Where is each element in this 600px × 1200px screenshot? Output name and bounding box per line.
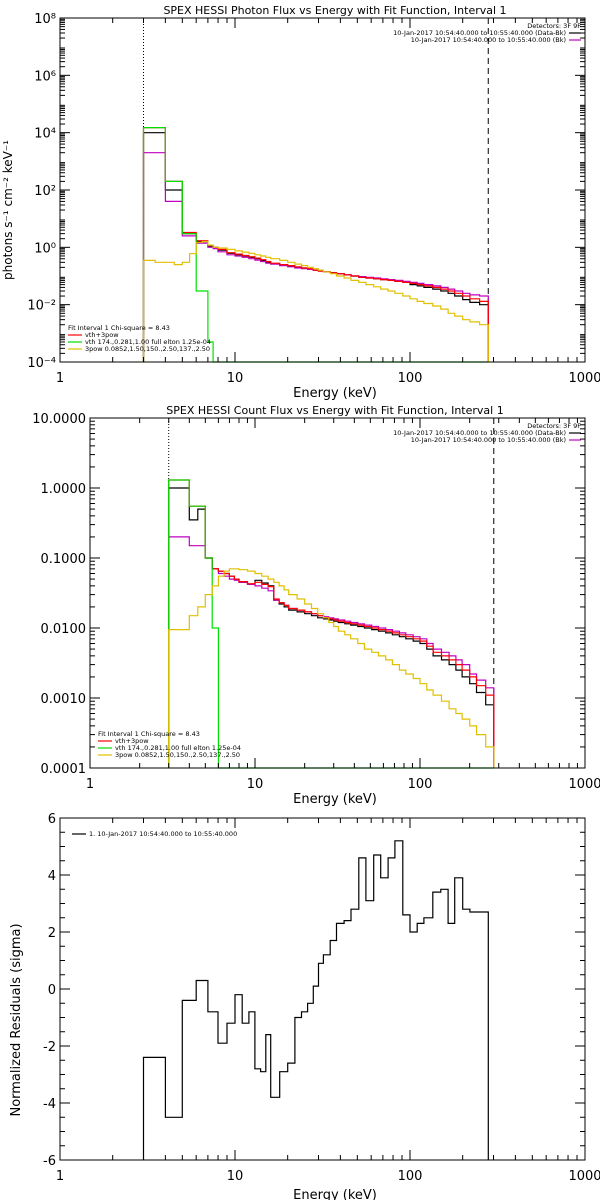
residuals-x-tick-label: 10: [227, 1169, 244, 1184]
count-panel-title: SPEX HESSI Count Flux vs Energy with Fit…: [166, 404, 503, 417]
count-series-4-line: [168, 568, 495, 768]
count-panel-xticks: 1 10 100 1000: [86, 418, 600, 792]
residuals-y-tick-label: 2: [48, 926, 56, 941]
count-legend-bottom-entry: 3pow 0.0852,1.50,150.,2.50,137.,2.50: [115, 751, 240, 759]
count-panel-xlabel: Energy (keV): [293, 792, 377, 807]
count-legend-bottom-entry: vth 174.,0.281,1.00 full elton 1.25e-04: [115, 744, 241, 752]
photon-y-tick-label: 10⁻⁴: [27, 356, 56, 371]
residuals-y-tick-label: -4: [43, 1097, 56, 1112]
residuals-y-tick-label: 6: [48, 812, 56, 827]
count-legend-bottom-header: Fit Interval 1 Chi-square = 8.43: [98, 730, 200, 738]
photon-panel-legend-bottom: Fit Interval 1 Chi-square = 8.43vth+3pow…: [68, 324, 211, 353]
residuals-panel-yticks: -6 -4 -2 0 2 4 6: [43, 812, 585, 1169]
photon-y-tick-label: 10⁴: [34, 127, 56, 142]
residuals-residual-line: [142, 840, 489, 1160]
residuals-panel-frame: [59, 817, 586, 1161]
residuals-y-tick-label: 0: [48, 983, 56, 998]
photon-x-tick-label: 1: [56, 371, 64, 386]
photon-y-tick-label: 10⁸: [34, 12, 56, 27]
count-legend-top-entry: 10-Jan-2017 10:54:40.000 to 10:55:40.000…: [393, 429, 566, 437]
count-flux-panel: SPEX HESSI Count Flux vs Energy with Fit…: [32, 404, 600, 807]
count-y-tick-label: 0.0010: [41, 692, 87, 707]
count-panel-frame: [89, 417, 586, 769]
photon-flux-panel: SPEX HESSI Photon Flux vs Energy with Fi…: [1, 4, 600, 401]
photon-x-tick-label: 10: [227, 371, 244, 386]
residuals-legend-entry: 1. 10-Jan-2017 10:54:40.000 to 10:55:40.…: [89, 830, 237, 838]
count-legend-bottom-entry: vth+3pow: [115, 737, 149, 745]
photon-x-tick-label: 1000: [568, 371, 600, 386]
photon-legend-bottom-entry: 3pow 0.0852,1.50,150.,2.50,137.,2.50: [85, 345, 210, 353]
count-x-tick-label: 100: [408, 777, 433, 792]
count-legend-top-header: Detectors: 3F 9F: [527, 422, 581, 430]
photon-legend-top-entry: 10-Jan-2017 10:54:40.000 to 10:55:40.000…: [411, 36, 566, 44]
count-series-1-line: [168, 536, 495, 768]
residuals-panel-ylabel: Normalized Residuals (sigma): [9, 923, 24, 1116]
count-panel-yticks: 0.0001 0.0010 0.0100 0.1000 1.0000 10.0000: [32, 412, 585, 777]
count-series-2-line: [168, 479, 495, 768]
residuals-panel: Normalized Residuals (sigma) Energy (keV…: [9, 812, 600, 1200]
count-x-tick-label: 1000: [568, 777, 600, 792]
count-legend-top-entry: 10-Jan-2017 10:54:40.000 to 10:55:40.000…: [411, 436, 566, 444]
photon-y-tick-label: 10⁻²: [27, 299, 56, 314]
photon-series-4-line: [142, 240, 489, 362]
count-y-tick-label: 0.0001: [41, 762, 87, 777]
count-y-tick-label: 0.1000: [41, 552, 87, 567]
residuals-x-tick-label: 1000: [568, 1169, 600, 1184]
residuals-panel-legend-top: 1. 10-Jan-2017 10:54:40.000 to 10:55:40.…: [72, 830, 237, 838]
count-y-tick-label: 0.0100: [41, 622, 87, 637]
photon-panel-xlabel: Energy (keV): [293, 386, 377, 401]
photon-y-tick-label: 10²: [34, 184, 56, 199]
photon-legend-top-header: Detectors: 3F 9F: [527, 22, 581, 30]
count-y-tick-label: 1.0000: [41, 482, 87, 497]
photon-y-tick-label: 10⁶: [34, 69, 56, 84]
residuals-panel-series: [142, 840, 489, 1160]
photon-legend-bottom-entry: vth+3pow: [85, 331, 119, 339]
residuals-y-tick-label: -6: [43, 1154, 56, 1169]
photon-x-tick-label: 100: [398, 371, 423, 386]
photon-panel-yticks: 10⁻⁴ 10⁻² 10⁰ 10² 10⁴ 10⁶ 10⁸: [27, 12, 585, 371]
residuals-x-tick-label: 100: [398, 1169, 423, 1184]
photon-panel-xticks: 1 10 100 1000: [56, 18, 600, 386]
residuals-panel-xlabel: Energy (keV): [293, 1188, 377, 1200]
residuals-x-tick-label: 1: [56, 1169, 64, 1184]
photon-legend-bottom-header: Fit Interval 1 Chi-square = 8.43: [68, 324, 170, 332]
photon-panel-ylabel: photons s⁻¹ cm⁻² keV⁻¹: [1, 140, 15, 280]
photon-legend-top-entry: 10-Jan-2017 10:54:40.000 to 10:55:40.000…: [393, 29, 566, 37]
photon-y-tick-label: 10⁰: [34, 241, 56, 256]
photon-panel-title: SPEX HESSI Photon Flux vs Energy with Fi…: [163, 4, 506, 17]
residuals-y-tick-label: 4: [48, 869, 56, 884]
count-x-tick-label: 1: [86, 777, 94, 792]
photon-panel-frame: [59, 17, 586, 363]
count-panel-legend-bottom: Fit Interval 1 Chi-square = 8.43vth+3pow…: [98, 730, 241, 759]
photon-legend-bottom-entry: vth 174.,0.281,1.00 full elton 1.25e-04: [85, 338, 211, 346]
count-y-tick-label: 10.0000: [32, 412, 86, 427]
count-x-tick-label: 10: [247, 777, 264, 792]
residuals-y-tick-label: -2: [43, 1040, 56, 1055]
